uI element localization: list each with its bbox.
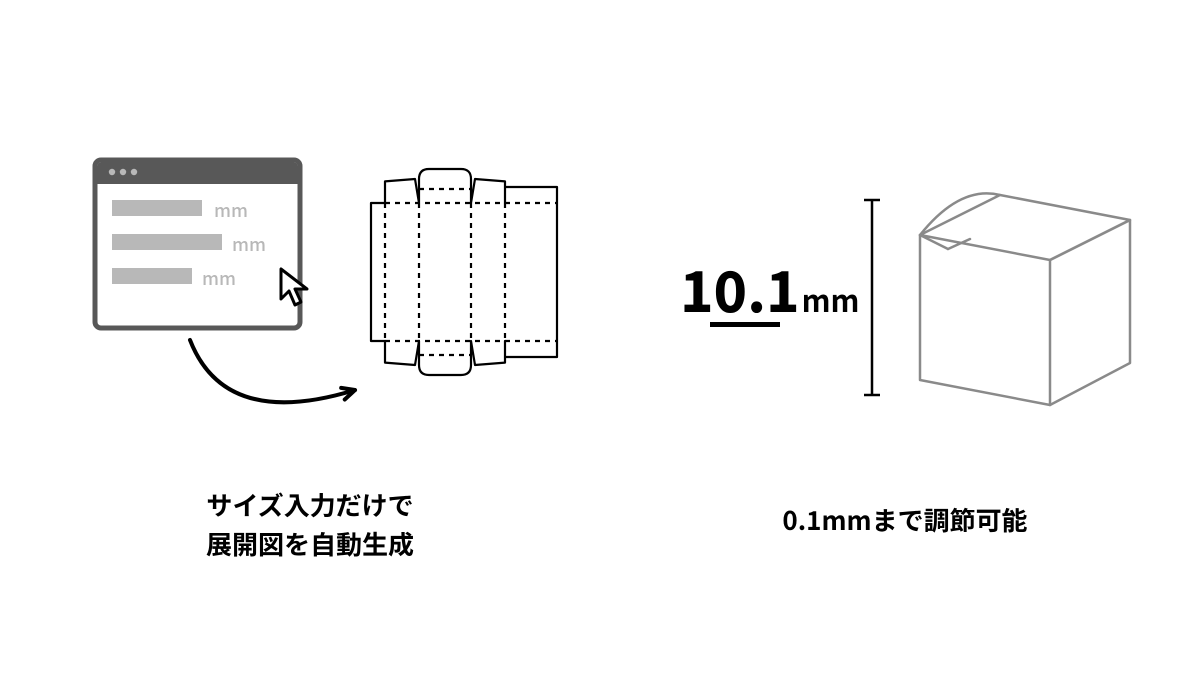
dimension-bar-icon [854,196,890,399]
precision-unit: mm [802,277,860,321]
left-caption-line2: 展開図を自動生成 [206,525,414,562]
infographic-stage: mm mm mm サイズ入力だけで 展開図を自動生成 10.1mm 0.1mmま… [0,0,1200,675]
unit-label-2: mm [232,231,266,257]
box-dieline-icon [350,145,580,415]
browser-window-icon [89,154,306,334]
cursor-icon [275,265,325,315]
unit-label-1: mm [214,197,248,223]
right-caption: 0.1mmまで調節可能 [745,500,1065,539]
unit-label-3: mm [202,265,236,291]
left-caption: サイズ入力だけで 展開図を自動生成 [180,485,440,563]
precision-number: 10.1 [680,248,800,329]
precision-value: 10.1mm [680,248,859,329]
value-underline [710,322,780,327]
left-caption-line1: サイズ入力だけで [206,486,413,523]
box-3d-icon [900,165,1150,415]
